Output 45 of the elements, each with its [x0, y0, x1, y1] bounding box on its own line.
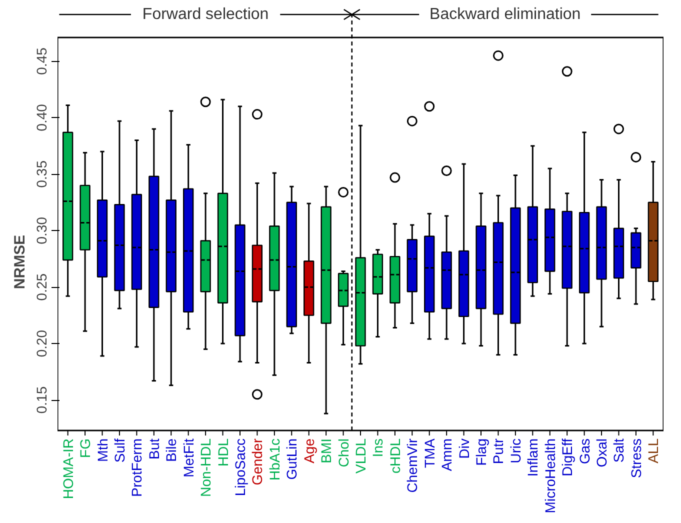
y-tick-label: 0.40: [34, 104, 50, 132]
x-tick-label: Non-HDL: [198, 438, 214, 497]
x-tick-label: GutLin: [284, 438, 300, 480]
x-tick-label: Mth: [94, 438, 110, 462]
x-tick-label: Salt: [610, 438, 627, 463]
x-tick-label: Oxal: [594, 438, 610, 468]
x-tick-label: Div: [456, 438, 472, 459]
x-tick-label: Amm: [438, 438, 455, 472]
x-tick-label: Ins: [370, 438, 386, 458]
x-tick-label: Putr: [490, 438, 506, 464]
x-tick-label: But: [146, 438, 162, 460]
x-tick-label: Inflam: [524, 438, 541, 477]
x-tick-label: LipoSacc: [232, 438, 248, 496]
x-tick-label: HDL: [214, 438, 231, 467]
x-tick-label: Flag: [473, 438, 490, 466]
x-tick-label: Sulf: [111, 438, 128, 463]
x-tick-label: DigEff: [559, 438, 576, 476]
x-tick-label: Age: [300, 438, 317, 464]
x-tick-label: ALL: [645, 438, 662, 464]
x-tick-label: Gas: [576, 438, 592, 464]
y-tick-label: 0.30: [34, 216, 50, 244]
x-tick-label: Bile: [163, 438, 180, 462]
y-tick-label: 0.20: [34, 330, 50, 358]
x-tick-label: ChemVir: [404, 438, 420, 493]
x-tick-label: Gender: [249, 438, 266, 486]
x-tick-label: MetFit: [180, 438, 196, 478]
x-tick-label: HbA1c: [266, 438, 282, 481]
x-tick-label: TMA: [421, 438, 438, 468]
x-tick-label: VLDL: [352, 438, 368, 474]
x-tick-label: HOMA-IR: [60, 438, 76, 500]
x-tick-label: Stress: [628, 438, 644, 478]
x-tick-label: Uric: [507, 438, 524, 464]
x-tick-label: Chol: [335, 438, 352, 468]
y-tick-label: 0.35: [34, 160, 50, 188]
x-tick-label: MicroHealth: [542, 438, 558, 514]
text: Backward elimination: [430, 6, 581, 23]
y-tick-label: 0.15: [34, 386, 50, 414]
text: Forward selection: [142, 6, 269, 23]
y-tick-label: 0.45: [34, 47, 50, 75]
x-tick-label: BMI: [318, 438, 334, 464]
y-tick-label: 0.25: [34, 273, 50, 301]
x-tick-label: FG: [77, 438, 94, 458]
x-tick-label: ProtFerm: [128, 438, 145, 497]
x-tick-label: cHDL: [386, 438, 403, 474]
y-axis-title: NRMSE: [12, 234, 28, 290]
